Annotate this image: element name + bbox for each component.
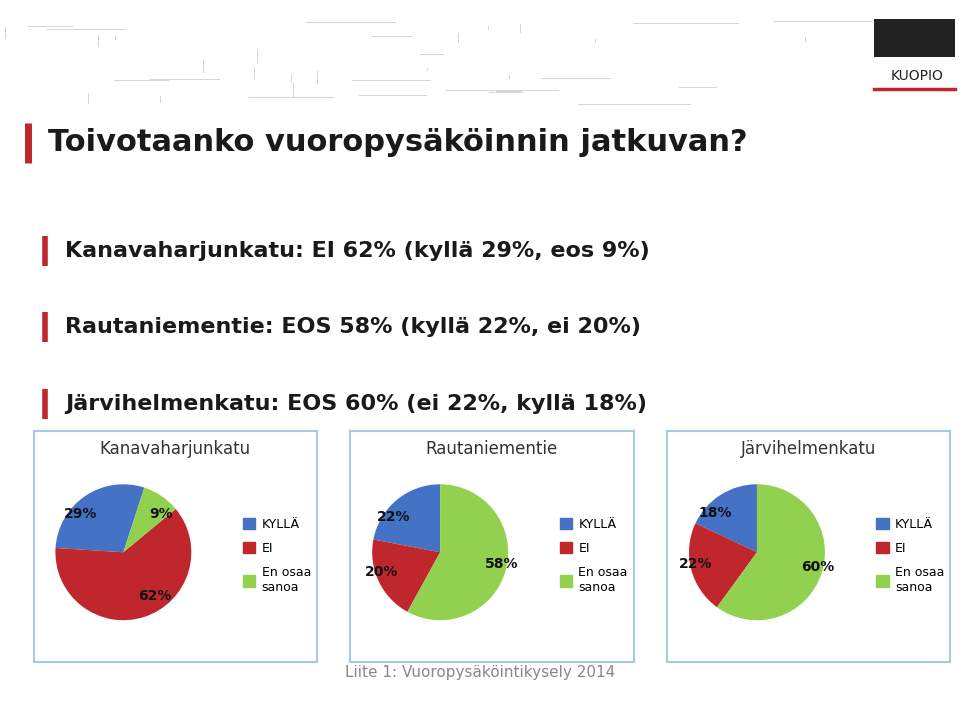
Text: 62%: 62% — [137, 590, 171, 603]
Wedge shape — [407, 484, 508, 620]
Legend: KYLLÄ, EI, En osaa
sanoa: KYLLÄ, EI, En osaa sanoa — [874, 515, 947, 597]
Text: 20%: 20% — [365, 565, 398, 579]
Text: 60%: 60% — [801, 559, 834, 573]
Wedge shape — [695, 484, 756, 552]
Text: Järvihelmenkatu: Järvihelmenkatu — [741, 440, 876, 458]
Wedge shape — [717, 484, 825, 620]
Text: Järvihelmenkatu: EOS 60% (ei 22%, kyllä 18%): Järvihelmenkatu: EOS 60% (ei 22%, kyllä … — [65, 394, 647, 414]
Legend: KYLLÄ, EI, En osaa
sanoa: KYLLÄ, EI, En osaa sanoa — [557, 515, 630, 597]
Wedge shape — [123, 488, 176, 552]
Text: Kanavaharjunkatu: Kanavaharjunkatu — [100, 440, 251, 458]
Text: Liite 1: Vuoropysäköintikysely 2014: Liite 1: Vuoropysäköintikysely 2014 — [345, 665, 615, 681]
Legend: KYLLÄ, EI, En osaa
sanoa: KYLLÄ, EI, En osaa sanoa — [240, 515, 313, 597]
Text: Kanavaharjunkatu: EI 62% (kyllä 29%, eos 9%): Kanavaharjunkatu: EI 62% (kyllä 29%, eos… — [65, 240, 650, 261]
Wedge shape — [372, 540, 440, 612]
Text: Toivotaanko vuoropysäköinnin jatkuvan?: Toivotaanko vuoropysäköinnin jatkuvan? — [48, 128, 748, 158]
Wedge shape — [56, 509, 191, 620]
Text: 29%: 29% — [64, 507, 97, 521]
Text: 18%: 18% — [699, 506, 732, 520]
Text: Rautaniementie: EOS 58% (kyllä 22%, ei 20%): Rautaniementie: EOS 58% (kyllä 22%, ei 2… — [65, 318, 641, 337]
Wedge shape — [373, 484, 440, 552]
Text: 22%: 22% — [679, 557, 712, 571]
Text: 22%: 22% — [377, 510, 411, 524]
Wedge shape — [689, 524, 756, 607]
Wedge shape — [56, 484, 144, 552]
Text: 9%: 9% — [150, 507, 173, 521]
Text: 58%: 58% — [485, 557, 518, 571]
Bar — [874, 20, 955, 57]
Text: KUOPIO: KUOPIO — [890, 69, 944, 83]
Text: Rautaniementie: Rautaniementie — [426, 440, 558, 458]
